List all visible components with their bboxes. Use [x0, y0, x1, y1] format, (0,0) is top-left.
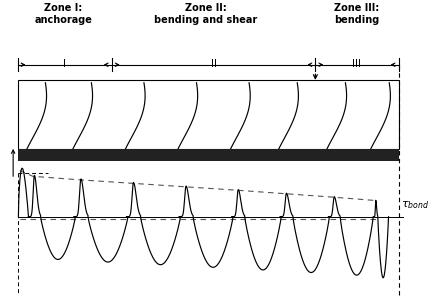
- Text: Zone III:
bending: Zone III: bending: [334, 3, 380, 25]
- Bar: [18, 149, 399, 161]
- Text: II: II: [211, 59, 216, 70]
- Text: I: I: [63, 59, 66, 70]
- Text: Zone II:
bending and shear: Zone II: bending and shear: [154, 3, 258, 25]
- Text: III: III: [353, 59, 361, 70]
- Text: Zone I:
anchorage: Zone I: anchorage: [35, 3, 92, 25]
- Text: $\tau_{bond}$: $\tau_{bond}$: [401, 199, 429, 211]
- Bar: [18, 80, 399, 149]
